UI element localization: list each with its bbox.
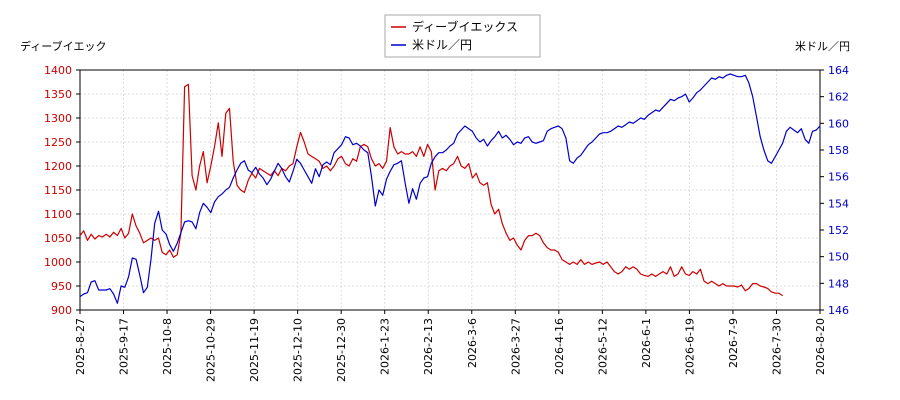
right-tick-label: 152 xyxy=(828,224,849,237)
series-lines xyxy=(79,73,821,304)
right-tick-label: 164 xyxy=(828,64,849,77)
x-tick-label: 2026-8-20 xyxy=(814,318,827,375)
legend-label-usdjpy: 米ドル／円 xyxy=(412,38,472,52)
left-tick-label: 1400 xyxy=(44,64,72,77)
x-tick-label: 2026-7-30 xyxy=(770,318,783,375)
left-tick-label: 1250 xyxy=(44,136,72,149)
left-tick-label: 900 xyxy=(51,304,72,317)
x-tick-label: 2025-11-19 xyxy=(248,318,261,382)
x-tick-label: 2025-9-17 xyxy=(118,318,131,375)
x-tick-label: 2026-3-6 xyxy=(466,318,479,368)
legend-label-dvx: ディーブイエックス xyxy=(412,19,518,34)
series-line-dvx xyxy=(79,83,783,297)
right-axis-title: 米ドル／円 xyxy=(795,40,850,53)
x-tick-label: 2026-6-1 xyxy=(640,318,653,368)
series-line-usdjpy xyxy=(79,73,821,304)
x-tick-label: 2025-12-30 xyxy=(335,318,348,382)
x-axis: 2025-8-27 2025-9-17 2025-10-8 2025-10-29 202… xyxy=(74,310,827,382)
right-tick-label: 162 xyxy=(828,91,849,104)
left-tick-label: 1100 xyxy=(44,208,72,221)
x-tick-label: 2026-3-27 xyxy=(509,318,522,375)
right-tick-label: 158 xyxy=(828,144,849,157)
left-tick-label: 1050 xyxy=(44,232,72,245)
x-tick-label: 2026-7-9 xyxy=(727,318,740,368)
right-tick-label: 160 xyxy=(828,117,849,130)
x-tick-label: 2025-10-29 xyxy=(205,318,218,382)
right-tick-label: 150 xyxy=(828,251,849,264)
x-tick-label: 2026-2-13 xyxy=(422,318,435,375)
right-axis: 164 162 160 158 156 154 152 150 148 146 xyxy=(820,64,849,317)
x-tick-label: 2026-1-23 xyxy=(379,318,392,375)
left-tick-label: 1350 xyxy=(44,88,72,101)
right-tick-label: 154 xyxy=(828,197,849,210)
left-axis-title: ディーブイエック xyxy=(20,39,106,53)
legend: ディーブイエックス 米ドル／円 xyxy=(384,14,541,58)
left-tick-label: 1150 xyxy=(44,184,72,197)
right-tick-label: 146 xyxy=(828,304,849,317)
left-tick-label: 1200 xyxy=(44,160,72,173)
left-tick-label: 1300 xyxy=(44,112,72,125)
legend-box xyxy=(384,14,541,58)
x-tick-label: 2025-10-8 xyxy=(161,318,174,375)
x-tick-label: 2026-4-16 xyxy=(553,318,566,375)
left-tick-label: 1000 xyxy=(44,256,72,269)
right-tick-label: 156 xyxy=(828,171,849,184)
x-tick-label: 2026-5-12 xyxy=(596,318,609,375)
right-tick-label: 148 xyxy=(828,277,849,290)
x-tick-label: 2025-12-10 xyxy=(292,318,305,382)
x-tick-label: 2026-6-19 xyxy=(683,318,696,375)
left-tick-label: 950 xyxy=(51,280,72,293)
x-tick-label: 2025-8-27 xyxy=(74,318,87,375)
left-axis: 1400 1350 1300 1250 1200 1150 1100 1050 1000 950 9… xyxy=(44,64,80,317)
